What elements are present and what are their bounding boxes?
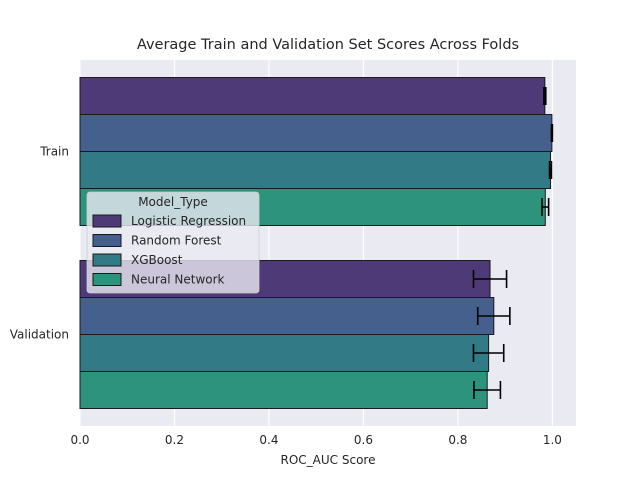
error-bar [541,198,550,216]
bar-validation-random-forest [79,297,495,335]
x-axis-ticks: 0.0 0.2 0.4 0.6 0.8 1.0 [70,433,561,447]
x-tick-label: 0.8 [448,433,467,447]
legend-box [86,191,260,294]
x-axis-label: ROC_AUC Score [281,453,376,467]
bar-validation-neural-network [79,371,488,409]
chart-title: Average Train and Validation Set Scores … [137,37,519,53]
legend-entry: XGBoost [131,253,183,267]
bar-train-random-forest [79,114,553,152]
error-bar [550,124,554,142]
legend-title: Model_Type [138,195,208,209]
legend-swatch [92,273,122,286]
legend-entry: Random Forest [131,234,222,248]
bar-train-logistic-regression [79,77,546,115]
error-bar [472,270,508,288]
legend-swatch [92,253,122,267]
error-bar [476,307,511,325]
x-tick-label: 1.0 [543,433,562,447]
legend: Model_Type Logistic Regression Random For… [86,191,260,294]
x-tick-label: 0.0 [70,433,89,447]
y-tick-label: Validation [10,328,69,342]
legend-swatch [92,214,122,228]
x-tick-label: 0.4 [259,433,278,447]
error-bar [543,87,547,105]
bars-group [79,77,553,409]
legend-swatch [92,234,122,247]
bar-validation-xgboost [79,334,490,372]
legend-entry: Neural Network [131,273,225,287]
error-bar [472,344,505,362]
error-bar [548,161,553,179]
legend-entry: Logistic Regression [131,214,246,228]
y-tick-label: Train [39,145,69,159]
y-axis-ticks: Train Validation [10,145,69,342]
x-tick-label: 0.6 [354,433,373,447]
error-bars-group [472,87,554,399]
error-bar [473,381,502,399]
x-tick-label: 0.2 [165,433,184,447]
bar-train-xgboost [79,151,551,189]
